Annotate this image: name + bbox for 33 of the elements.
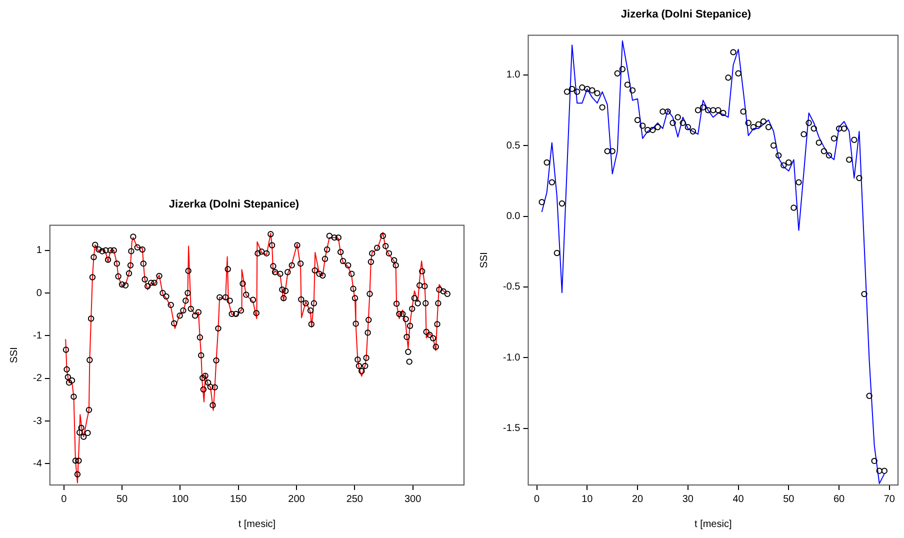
y-tick-label: -1.0 bbox=[502, 352, 521, 364]
y-tick-label: -0.5 bbox=[502, 282, 521, 293]
x-tick-label: 300 bbox=[404, 494, 422, 505]
x-tick-label: 40 bbox=[732, 494, 744, 505]
x-tick-label: 60 bbox=[833, 494, 846, 505]
x-tick-label: 0 bbox=[534, 494, 540, 505]
x-tick-label: 20 bbox=[632, 494, 644, 505]
y-tick-label: -2 bbox=[32, 373, 42, 384]
x-tick-label: 50 bbox=[116, 494, 128, 505]
chart-title: Jizerka (Dolni Stepanice) bbox=[168, 198, 300, 211]
y-tick-label: 0.0 bbox=[506, 211, 521, 222]
x-tick-label: 250 bbox=[346, 494, 364, 505]
y-tick-label: 0 bbox=[36, 288, 42, 299]
y-axis-title: SSI bbox=[478, 252, 490, 268]
y-tick-label: 0.5 bbox=[506, 140, 521, 152]
x-tick-label: 10 bbox=[582, 494, 594, 505]
x-axis-title: t [mesic] bbox=[694, 518, 732, 530]
y-tick-label: 1 bbox=[36, 245, 42, 256]
x-tick-label: 0 bbox=[61, 494, 68, 505]
y-tick-label: -1 bbox=[32, 330, 42, 342]
x-tick-label: 150 bbox=[230, 494, 248, 505]
x-tick-label: 30 bbox=[682, 494, 694, 505]
y-tick-label: 1.0 bbox=[506, 70, 521, 81]
x-tick-label: 50 bbox=[783, 494, 795, 505]
y-tick-label: -3 bbox=[32, 416, 42, 427]
x-tick-label: 70 bbox=[884, 494, 896, 505]
x-tick-label: 200 bbox=[288, 494, 306, 505]
x-axis-title: t [mesic] bbox=[238, 518, 276, 530]
y-axis-title: SSI bbox=[8, 347, 20, 364]
chart-title: Jizerka (Dolni Stepanice) bbox=[620, 8, 752, 21]
x-tick-label: 100 bbox=[172, 494, 189, 505]
y-tick-label: -4 bbox=[32, 458, 42, 470]
y-tick-label: -1.5 bbox=[502, 423, 521, 434]
